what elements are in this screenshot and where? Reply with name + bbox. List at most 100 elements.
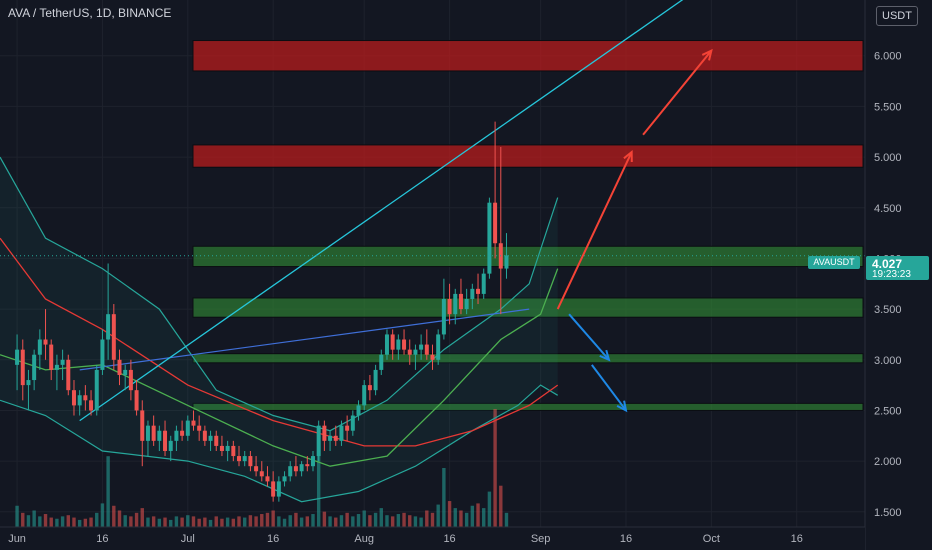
- candle: [54, 354, 59, 391]
- candle-body: [339, 425, 344, 441]
- volume-bar: [339, 515, 344, 527]
- candle-body: [333, 435, 338, 441]
- volume-bar: [43, 514, 48, 527]
- volume-bar: [447, 501, 452, 527]
- candle: [140, 400, 145, 467]
- volume-bar: [83, 518, 88, 527]
- candle: [15, 334, 20, 391]
- price-tick-label: 2.500: [874, 405, 902, 417]
- volume-bar: [117, 510, 122, 527]
- volume-bar: [123, 515, 127, 527]
- candle: [453, 288, 458, 325]
- volume-bar: [351, 516, 355, 527]
- candle: [333, 425, 338, 446]
- target-arrow-up-head: [701, 48, 713, 61]
- price-tick-label: 5.000: [874, 152, 902, 164]
- time-axis-panel: [0, 527, 865, 550]
- candle-body: [77, 395, 82, 406]
- volume-bar: [26, 515, 31, 527]
- candle: [242, 450, 247, 467]
- time-tick-label: Aug: [354, 533, 374, 545]
- time-tick-label: 16: [620, 533, 632, 545]
- candle-body: [83, 395, 88, 401]
- volume-bar: [408, 515, 412, 527]
- candle-body: [140, 410, 145, 441]
- volume-bar: [436, 504, 440, 527]
- last-price-tag: 4.027 19:23:23: [866, 256, 929, 280]
- candle-body: [419, 344, 424, 350]
- candle-body: [407, 349, 412, 355]
- support-zone: [192, 245, 864, 268]
- candle: [481, 268, 486, 299]
- candle-body: [413, 349, 418, 355]
- candle: [350, 410, 355, 436]
- candle-body: [231, 445, 236, 457]
- candle: [470, 283, 475, 310]
- candle-body: [402, 339, 407, 350]
- candle: [379, 349, 384, 375]
- volume-bar: [186, 515, 190, 527]
- candle: [174, 425, 179, 451]
- candle-body: [430, 354, 435, 360]
- volume-bar: [294, 512, 298, 527]
- candle-body: [100, 339, 105, 370]
- price-tick-label: 1.500: [874, 507, 902, 519]
- volume-bar: [282, 518, 287, 527]
- candle: [447, 283, 452, 325]
- candle: [464, 288, 469, 315]
- candle: [276, 476, 281, 502]
- volume-bar: [345, 512, 349, 527]
- volume-bar: [265, 512, 270, 527]
- candle: [424, 329, 429, 360]
- candle-body: [26, 380, 31, 386]
- volume-bar: [356, 514, 361, 527]
- candle: [458, 278, 463, 315]
- candle-body: [487, 202, 492, 274]
- candle-body: [60, 359, 65, 365]
- candle-body: [316, 425, 321, 457]
- target-arrow-up-head: [623, 149, 633, 163]
- volume-bar: [95, 512, 99, 527]
- candle-body: [123, 369, 128, 375]
- candle-body: [54, 364, 59, 370]
- candle-body: [464, 298, 469, 310]
- volume-bar: [470, 505, 475, 527]
- candle-body: [424, 344, 429, 355]
- volume-bar: [106, 456, 110, 527]
- candle: [396, 334, 401, 360]
- volume-bar: [499, 485, 503, 527]
- volume-bar: [163, 517, 167, 527]
- candle: [191, 410, 196, 431]
- candle: [367, 374, 372, 401]
- volume-bar: [328, 516, 332, 527]
- candle-body: [259, 471, 264, 477]
- volume-bar: [390, 516, 395, 527]
- volume-bar: [362, 510, 366, 527]
- resistance-zone: [192, 144, 864, 168]
- candle: [66, 354, 71, 396]
- candle-body: [134, 390, 139, 411]
- volume-bar: [32, 510, 36, 527]
- candle: [345, 415, 350, 441]
- candle-body: [453, 293, 458, 315]
- volume-bar: [260, 514, 264, 527]
- candle: [37, 329, 42, 370]
- volume-bar: [311, 514, 315, 527]
- time-tick-label: Jul: [181, 533, 195, 545]
- candle: [60, 349, 65, 381]
- candle: [157, 425, 162, 451]
- last-price-value: 4.027: [872, 257, 903, 271]
- candle-body: [197, 425, 202, 431]
- candle: [49, 339, 54, 381]
- volume-bar: [413, 516, 418, 527]
- candle-body: [49, 344, 54, 370]
- currency-button[interactable]: USDT: [876, 6, 918, 26]
- resistance-zone: [192, 40, 864, 72]
- candle: [487, 197, 492, 279]
- candle-body: [208, 435, 213, 441]
- candle: [419, 334, 424, 360]
- candle-body: [89, 400, 94, 411]
- volume-bar: [214, 516, 218, 527]
- candle: [293, 456, 298, 477]
